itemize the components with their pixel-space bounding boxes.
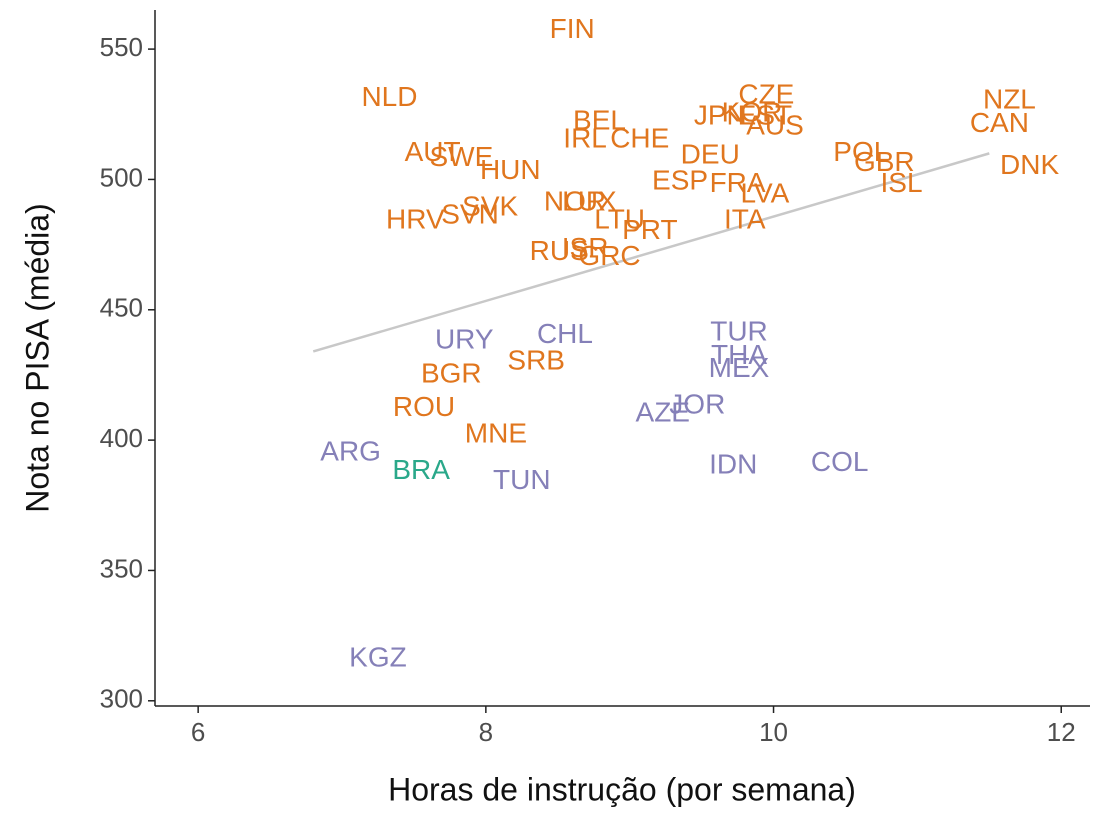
point-label: DEU xyxy=(681,138,740,169)
point-label: SRB xyxy=(507,344,565,375)
trend-line xyxy=(312,152,990,353)
point-label: BEL xyxy=(573,104,626,135)
point-label: NZL xyxy=(983,84,1036,115)
point-label: ITA xyxy=(724,204,766,235)
y-tick-label: 350 xyxy=(100,553,143,583)
x-tick-label: 12 xyxy=(1047,717,1076,747)
y-tick-label: 450 xyxy=(100,293,143,323)
point-label: RUS xyxy=(530,235,589,266)
point-label: ISL xyxy=(881,167,923,198)
point-label: SVN xyxy=(441,198,499,229)
point-label: IRL xyxy=(563,123,607,154)
point-label: SWE xyxy=(430,141,494,172)
point-label: THA xyxy=(711,339,767,370)
point-label: FRA xyxy=(710,167,766,198)
point-label: ESP xyxy=(652,164,708,195)
point-label: CHE xyxy=(610,123,669,154)
point-label: IDN xyxy=(709,449,757,480)
point-label: ARG xyxy=(320,436,381,467)
point-label: GBR xyxy=(854,146,915,177)
point-label: HUN xyxy=(480,154,541,185)
y-tick-label: 300 xyxy=(100,684,143,714)
point-label: GRC xyxy=(578,240,640,271)
point-label: COL xyxy=(811,446,869,477)
point-label: AUT xyxy=(405,136,461,167)
point-label: PRT xyxy=(622,214,678,245)
point-label: LVA xyxy=(741,177,790,208)
point-label: SVK xyxy=(462,191,518,222)
point-label: POL xyxy=(833,136,889,167)
point-label: URY xyxy=(435,323,494,354)
point-label: FIN xyxy=(550,13,595,44)
point-label: AUS xyxy=(746,110,804,141)
point-label: LTU xyxy=(594,204,645,235)
point-label: MEX xyxy=(709,352,770,383)
point-label: MNE xyxy=(465,417,527,448)
point-label: KOR xyxy=(722,97,783,128)
point-label: CHL xyxy=(537,318,593,349)
y-tick-label: 400 xyxy=(100,423,143,453)
point-label: HRV xyxy=(386,204,445,235)
point-label: AZE xyxy=(636,396,690,427)
x-tick-label: 8 xyxy=(479,717,493,747)
point-label: ROU xyxy=(393,391,455,422)
y-tick-label: 500 xyxy=(100,162,143,192)
point-label: DNK xyxy=(1000,149,1059,180)
point-label: NLD xyxy=(361,81,417,112)
x-tick-label: 6 xyxy=(191,717,205,747)
point-label: BRA xyxy=(392,454,450,485)
y-tick-label: 550 xyxy=(100,32,143,62)
point-label: BGR xyxy=(421,357,482,388)
point-label: JPN xyxy=(694,99,747,130)
point-label: TUN xyxy=(493,464,551,495)
x-axis-title: Horas de instrução (por semana) xyxy=(388,771,856,807)
point-label: NOR xyxy=(544,185,606,216)
point-label: CZE xyxy=(738,78,794,109)
y-axis-title: Nota no PISA (média) xyxy=(19,203,55,512)
point-label: KGZ xyxy=(349,641,407,672)
point-label: LUX xyxy=(562,185,617,216)
point-label: TUR xyxy=(710,316,768,347)
point-label: CAN xyxy=(970,107,1029,138)
x-tick-label: 10 xyxy=(759,717,788,747)
point-label: JOR xyxy=(669,389,725,420)
point-label: EST xyxy=(738,99,792,130)
point-label: ISR xyxy=(562,232,609,263)
